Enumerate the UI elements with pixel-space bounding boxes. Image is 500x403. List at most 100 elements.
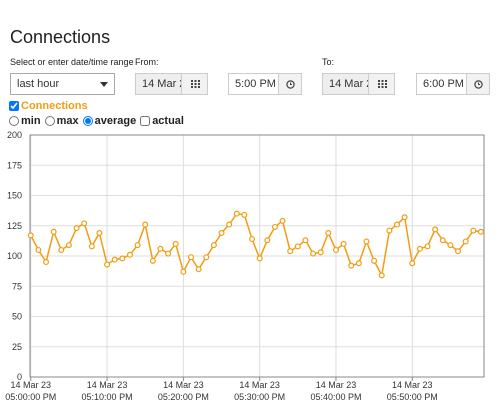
x-tick-label: 14 Mar 23 bbox=[316, 380, 357, 390]
point bbox=[81, 220, 88, 227]
point bbox=[96, 230, 103, 237]
point bbox=[218, 230, 225, 237]
mode-label: average bbox=[94, 115, 137, 127]
point bbox=[317, 249, 324, 256]
point bbox=[43, 259, 50, 266]
to-date[interactable]: 14 Mar 23 bbox=[322, 73, 369, 95]
point bbox=[279, 217, 286, 224]
series-toggle[interactable]: Connections bbox=[9, 100, 88, 112]
point bbox=[371, 257, 378, 264]
to-clock-button[interactable] bbox=[466, 73, 490, 95]
point bbox=[73, 225, 80, 232]
point bbox=[401, 214, 408, 221]
calendar-icon bbox=[191, 80, 200, 88]
point bbox=[210, 242, 217, 249]
point bbox=[256, 255, 263, 262]
point bbox=[233, 210, 240, 217]
y-tick-label: 25 bbox=[12, 342, 22, 352]
point bbox=[111, 256, 118, 263]
point bbox=[470, 227, 477, 234]
point bbox=[386, 227, 393, 234]
mode-radio[interactable] bbox=[44, 116, 55, 126]
series-name: Connections bbox=[21, 100, 88, 112]
point bbox=[264, 237, 271, 244]
x-tick-label: 05:50:00 PM bbox=[387, 392, 438, 402]
point bbox=[348, 262, 355, 269]
point bbox=[432, 226, 439, 233]
calendar-icon bbox=[378, 80, 387, 88]
y-tick-label: 125 bbox=[7, 221, 22, 231]
x-tick-label: 14 Mar 23 bbox=[10, 380, 51, 390]
series-line bbox=[30, 212, 482, 278]
select-arrow bbox=[100, 82, 108, 87]
mode-checkbox[interactable] bbox=[140, 116, 151, 126]
mode-label: min bbox=[21, 115, 41, 127]
point bbox=[271, 223, 278, 230]
point bbox=[340, 240, 347, 247]
point bbox=[363, 238, 370, 245]
page-title: Connections bbox=[10, 27, 111, 47]
mode-radio[interactable] bbox=[9, 116, 19, 126]
from-calendar-button[interactable] bbox=[181, 73, 208, 95]
mode-option[interactable]: average bbox=[82, 115, 137, 127]
point bbox=[165, 250, 172, 257]
point bbox=[249, 236, 256, 243]
to-time[interactable]: 6:00 PM bbox=[416, 73, 467, 95]
point bbox=[180, 268, 187, 275]
x-tick-label: 05:10:00 PM bbox=[82, 392, 133, 402]
point bbox=[104, 261, 111, 268]
mode-option[interactable]: max bbox=[44, 115, 79, 127]
series-checkbox[interactable] bbox=[9, 101, 19, 111]
point bbox=[157, 245, 164, 252]
point bbox=[287, 248, 294, 255]
mode-option[interactable]: min bbox=[9, 115, 41, 127]
mode-option[interactable]: actual bbox=[140, 115, 184, 127]
x-tick-label: 14 Mar 23 bbox=[392, 380, 433, 390]
y-tick-label: 50 bbox=[12, 312, 22, 322]
point bbox=[378, 272, 385, 279]
from-label: From: bbox=[135, 57, 159, 67]
x-tick-label: 14 Mar 23 bbox=[87, 380, 128, 390]
point bbox=[142, 221, 149, 228]
clock-icon bbox=[474, 80, 483, 89]
point bbox=[195, 266, 202, 273]
point bbox=[409, 260, 416, 267]
point bbox=[134, 242, 141, 249]
point bbox=[149, 257, 156, 264]
from-clock-button[interactable] bbox=[278, 73, 302, 95]
point bbox=[439, 237, 446, 244]
to-label: To: bbox=[322, 57, 335, 67]
point bbox=[65, 242, 72, 249]
range-select[interactable]: last hour bbox=[10, 73, 115, 95]
point bbox=[27, 232, 34, 239]
clock-icon bbox=[286, 80, 295, 89]
point bbox=[226, 221, 233, 228]
x-tick-label: 05:30:00 PM bbox=[234, 392, 285, 402]
point bbox=[325, 230, 332, 237]
point bbox=[332, 246, 339, 253]
point bbox=[424, 243, 431, 250]
from-date[interactable]: 14 Mar 23 bbox=[135, 73, 182, 95]
x-tick-label: 05:00:00 PM bbox=[5, 392, 56, 402]
mode-radio[interactable] bbox=[82, 116, 93, 126]
y-tick-label: 200 bbox=[7, 130, 22, 140]
x-tick-label: 14 Mar 23 bbox=[239, 380, 280, 390]
point bbox=[302, 237, 309, 244]
point bbox=[455, 248, 462, 255]
point bbox=[187, 254, 194, 261]
plot-frame bbox=[29, 134, 485, 378]
mode-options: min max average actual bbox=[9, 115, 188, 127]
y-tick-label: 175 bbox=[7, 160, 22, 170]
y-tick-label: 0 bbox=[17, 372, 22, 382]
from-time[interactable]: 5:00 PM bbox=[228, 73, 279, 95]
point bbox=[35, 246, 42, 253]
y-tick-label: 100 bbox=[7, 251, 22, 261]
x-tick-label: 14 Mar 23 bbox=[163, 380, 204, 390]
point bbox=[477, 228, 484, 235]
mode-label: max bbox=[56, 115, 79, 127]
to-calendar-button[interactable] bbox=[368, 73, 395, 95]
y-tick-label: 75 bbox=[12, 281, 22, 291]
point bbox=[58, 246, 65, 253]
point bbox=[172, 240, 179, 247]
